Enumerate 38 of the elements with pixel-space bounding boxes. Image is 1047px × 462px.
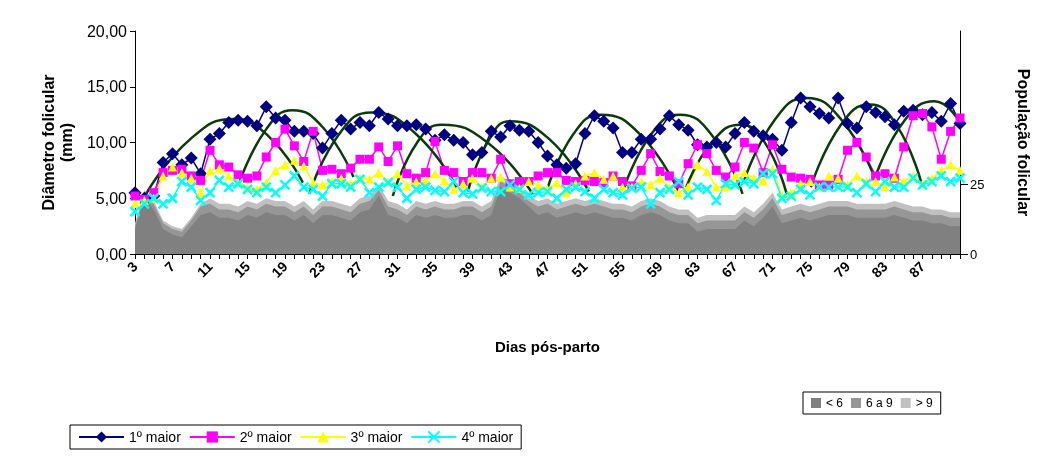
y2-tick-label: 25 bbox=[970, 176, 985, 192]
legend-label: 4º maior bbox=[461, 429, 514, 445]
x-tick-label: 47 bbox=[530, 258, 554, 281]
x-tick-label: 35 bbox=[418, 258, 441, 281]
x-tick-label: 11 bbox=[193, 258, 216, 281]
x-axis-title: Dias pós-parto bbox=[494, 338, 601, 355]
y2-tick-label: 0 bbox=[970, 246, 978, 262]
y2-axis-title: População folicular bbox=[1014, 68, 1032, 217]
legend-label: < 6 bbox=[826, 396, 844, 410]
x-tick-label: 67 bbox=[718, 258, 741, 281]
legend-label: > 9 bbox=[915, 396, 934, 410]
legend-label: 2º maior bbox=[239, 429, 292, 445]
x-tick-label: 27 bbox=[343, 258, 366, 281]
y-tick-label: 10,00 bbox=[86, 134, 128, 151]
x-tick-label: 71 bbox=[755, 258, 779, 281]
y-tick-label: 15,00 bbox=[86, 78, 128, 96]
x-tick-label: 43 bbox=[493, 258, 516, 281]
x-tick-label: 19 bbox=[268, 258, 291, 281]
x-tick-label: 55 bbox=[605, 258, 629, 281]
x-tick-label: 23 bbox=[305, 258, 329, 281]
x-tick-label: 75 bbox=[793, 258, 816, 281]
x-tick-label: 51 bbox=[568, 258, 591, 281]
x-tick-label: 39 bbox=[455, 258, 479, 281]
legend-label: 3º maior bbox=[350, 429, 403, 445]
x-tick-label: 63 bbox=[680, 258, 704, 281]
x-tick-label: 31 bbox=[380, 258, 404, 281]
legend-label: 6 a 9 bbox=[866, 396, 894, 410]
legend-label: 1º maior bbox=[129, 429, 182, 445]
x-tick-label: 83 bbox=[868, 258, 891, 281]
x-tick-label: 59 bbox=[643, 258, 666, 281]
y-tick-label: 5,00 bbox=[95, 189, 128, 207]
x-tick-label: 79 bbox=[830, 258, 854, 281]
y-axis-title: Diâmetro folicular (mm) bbox=[39, 74, 75, 211]
x-tick-label: 87 bbox=[905, 258, 929, 281]
x-tick-label: 7 bbox=[161, 258, 179, 276]
y-tick-label: 20,00 bbox=[86, 22, 128, 40]
x-tick-label: 15 bbox=[230, 258, 254, 281]
y-tick-label: 0,00 bbox=[95, 245, 128, 263]
